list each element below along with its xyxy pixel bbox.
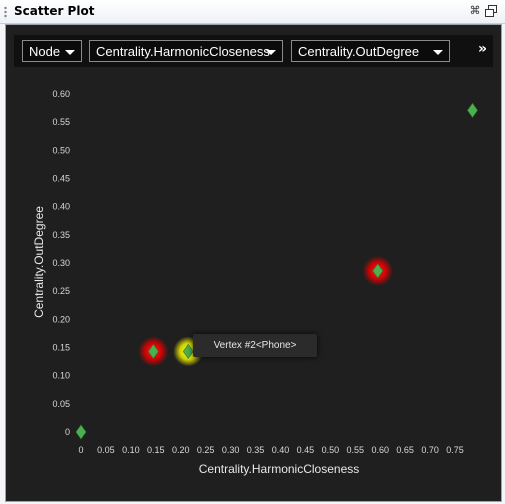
x-tick-label: 0 [78, 445, 83, 455]
y-tick-label: 0.55 [52, 117, 70, 127]
x-axis-label: Centrality.HarmonicCloseness [199, 462, 360, 476]
y-tick-label: 0.20 [52, 314, 70, 324]
scatter-point[interactable] [467, 102, 478, 118]
element-type-select[interactable]: Node [22, 40, 82, 62]
y-tick-label: 0.45 [52, 174, 70, 184]
scatter-plot-panel: Node Centrality.HarmonicCloseness Centra… [5, 24, 502, 502]
x-tick-label: 0.10 [122, 445, 140, 455]
y-tick-label: 0.10 [52, 371, 70, 381]
y-tick-label: 0.60 [52, 89, 70, 99]
x-tick-label: 0.50 [322, 445, 340, 455]
y-tick-label: 0 [65, 427, 70, 437]
x-tick-label: 0.40 [272, 445, 290, 455]
x-tick-label: 0.30 [222, 445, 240, 455]
x-tick-label: 0.60 [371, 445, 389, 455]
restore-window-glyph [485, 5, 497, 17]
x-tick-label: 0.45 [297, 445, 315, 455]
window-title: Scatter Plot [14, 4, 95, 18]
y-axis-label: Centrality.OutDegree [32, 206, 46, 318]
x-tick-label: 0.35 [247, 445, 265, 455]
y-tick-label: 0.35 [52, 230, 70, 240]
drag-grip-icon[interactable] [4, 6, 7, 19]
plot-toolbar: Node Centrality.HarmonicCloseness Centra… [14, 35, 493, 67]
scatter-point[interactable] [372, 263, 384, 279]
y-tick-label: 0.40 [52, 202, 70, 212]
pin-icon[interactable]: ⌘ [469, 4, 481, 17]
y-tick-label: 0.05 [52, 399, 70, 409]
vertex-tooltip: Vertex #2<Phone> [193, 334, 317, 357]
x-tick-label: 0.05 [97, 445, 115, 455]
y-tick-label: 0.50 [52, 145, 70, 155]
scatter-point[interactable] [147, 343, 159, 359]
x-tick-label: 0.25 [197, 445, 215, 455]
more-options-button[interactable]: » [477, 41, 487, 57]
x-axis-select[interactable]: Centrality.HarmonicCloseness [89, 40, 283, 62]
x-tick-label: 0.65 [396, 445, 414, 455]
x-tick-label: 0.20 [172, 445, 190, 455]
x-tick-label: 0.15 [147, 445, 165, 455]
element-type-value: Node [29, 44, 61, 59]
title-bar[interactable]: Scatter Plot ⌘ [0, 0, 505, 24]
x-tick-label: 0.75 [446, 445, 464, 455]
scatter-point[interactable] [75, 424, 87, 440]
y-axis-value: Centrality.OutDegree [298, 44, 420, 59]
chevron-down-icon [65, 50, 75, 55]
chevron-down-icon [433, 50, 443, 55]
y-tick-label: 0.15 [52, 343, 70, 353]
y-tick-label: 0.25 [52, 286, 70, 296]
restore-window-icon[interactable] [485, 5, 497, 17]
x-tick-label: 0.55 [347, 445, 365, 455]
y-tick-label: 0.30 [52, 258, 70, 268]
x-tick-label: 0.70 [421, 445, 439, 455]
scatter-point[interactable] [182, 343, 194, 359]
x-axis-value: Centrality.HarmonicCloseness [96, 44, 270, 59]
chevron-down-icon [266, 50, 276, 55]
y-axis-select[interactable]: Centrality.OutDegree [291, 40, 450, 62]
